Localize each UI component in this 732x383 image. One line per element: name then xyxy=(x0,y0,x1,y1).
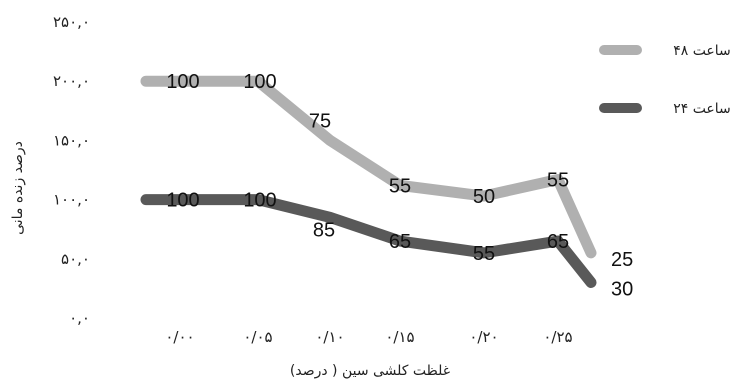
x-tick-label: ۰/۲۰ xyxy=(469,328,498,346)
y-tick-label: ۵۰,۰ xyxy=(61,250,90,268)
data-label: 25 xyxy=(611,249,633,271)
x-tick-label: ۰/۰۰ xyxy=(165,328,194,346)
series-lines xyxy=(140,75,597,288)
legend: ۴۸ ساعت ۲۴ ساعت xyxy=(599,43,731,117)
y-tick-label: ۱۵۰,۰ xyxy=(53,131,90,149)
data-labels: 100 100 75 55 50 55 25 100 100 85 65 55 65 30 xyxy=(166,71,633,300)
data-label: 100 xyxy=(243,71,276,93)
data-label: 55 xyxy=(389,175,411,197)
data-label: 55 xyxy=(473,243,495,265)
series-line xyxy=(140,194,597,288)
x-axis-title: غلظت کلشی سین ( درصد) xyxy=(290,363,450,379)
y-axis-title: درصد زنده مانی xyxy=(10,141,26,235)
data-label: 85 xyxy=(313,219,335,241)
y-tick-label: ۲۵۰,۰ xyxy=(53,13,90,31)
data-label: 50 xyxy=(473,186,495,208)
x-tick-label: ۰/۱۵ xyxy=(385,328,414,346)
data-label: 30 xyxy=(611,278,633,300)
data-label: 65 xyxy=(547,231,569,253)
legend-label: ۲۴ ساعت xyxy=(673,101,731,117)
y-axis-ticks: ۰,۰ ۵۰,۰ ۱۰۰,۰ ۱۵۰,۰ ۲۰۰,۰ ۲۵۰,۰ xyxy=(53,13,90,327)
data-label: 100 xyxy=(166,71,199,93)
data-label: 65 xyxy=(389,231,411,253)
data-label: 100 xyxy=(166,190,199,212)
y-tick-label: ۱۰۰,۰ xyxy=(53,191,90,209)
series-line xyxy=(140,75,597,259)
x-axis-ticks: ۰/۰۰ ۰/۰۵ ۰/۱۰ ۰/۱۵ ۰/۲۰ ۰/۲۵ xyxy=(165,328,572,346)
x-tick-label: ۰/۰۵ xyxy=(243,328,272,346)
data-label: 75 xyxy=(309,110,331,132)
data-label: 100 xyxy=(243,190,276,212)
x-tick-label: ۰/۲۵ xyxy=(543,328,572,346)
data-label: 55 xyxy=(547,169,569,191)
legend-label: ۴۸ ساعت xyxy=(673,43,731,59)
y-tick-label: ۲۰۰,۰ xyxy=(53,72,90,90)
y-tick-label: ۰,۰ xyxy=(69,309,90,327)
x-tick-label: ۰/۱۰ xyxy=(315,328,344,346)
